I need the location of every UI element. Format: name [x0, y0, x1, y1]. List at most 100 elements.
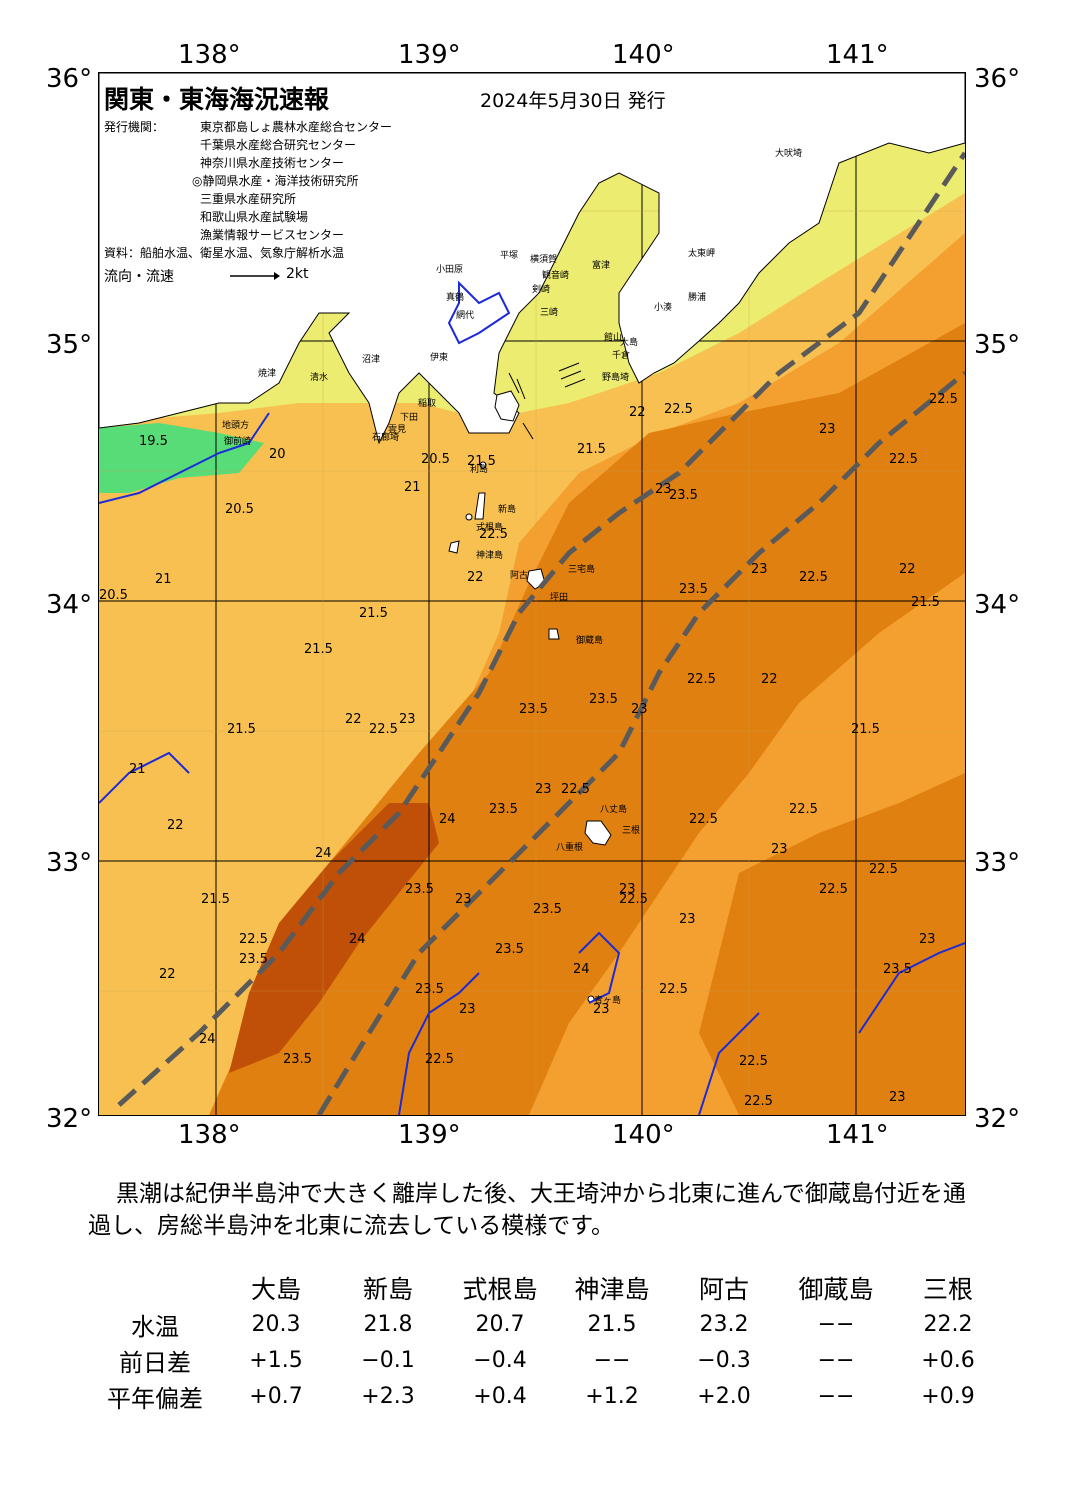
- table-cell: −−: [817, 1311, 855, 1337]
- isotherm-label: 23.5: [589, 692, 618, 707]
- isotherm-label: 23.5: [283, 1052, 312, 1067]
- table-cell: +0.6: [921, 1347, 975, 1373]
- isotherm-label: 21.5: [201, 892, 230, 907]
- isotherm-label: 22: [167, 818, 184, 833]
- isotherm-label: 23.5: [415, 982, 444, 997]
- agency-item: 東京都島しょ農林水産総合センター: [200, 120, 393, 134]
- table-cell: −−: [817, 1383, 855, 1409]
- place-label: 伊東: [430, 353, 449, 363]
- isotherm-label: 23.5: [679, 582, 708, 597]
- place-label: 野島埼: [602, 373, 630, 383]
- place-label: 青ヶ島: [594, 996, 622, 1006]
- lat-label-34-left: 34°: [46, 590, 93, 620]
- isotherm-label: 22.5: [889, 452, 918, 467]
- flow-legend-scale: 2kt: [286, 266, 309, 282]
- isotherm-label: 22: [761, 672, 778, 687]
- place-label: 雲見: [388, 425, 407, 435]
- agency-item: 漁業情報サービスセンター: [200, 228, 345, 242]
- table-cell: +2.3: [361, 1383, 415, 1409]
- current-arrows: [508, 362, 586, 440]
- lon-label-138-top: 138°: [178, 40, 241, 70]
- isotherm-label: 22.5: [619, 892, 648, 907]
- isotherm-label: 24: [349, 932, 366, 947]
- place-label: 剣崎: [532, 285, 551, 295]
- isotherm-label: 22: [345, 712, 362, 727]
- isotherm-label: 23.5: [495, 942, 524, 957]
- isotherm-label: 22.5: [819, 882, 848, 897]
- isotherm-label: 23.5: [239, 952, 268, 967]
- island-mikurajima: [548, 628, 560, 640]
- isotherm-label: 20: [269, 447, 286, 462]
- place-label: 館山: [604, 333, 623, 343]
- isotherm-label: 23.5: [489, 802, 518, 817]
- agency-item: 三重県水産研究所: [200, 192, 297, 206]
- isotherm-label: 23.5: [883, 962, 912, 977]
- place-label: 三崎: [540, 308, 559, 318]
- table-cell: 22.2: [923, 1311, 973, 1337]
- place-label: 横須賀: [530, 255, 558, 265]
- table-cell: +1.2: [585, 1383, 639, 1409]
- table-cell: −0.3: [697, 1347, 751, 1373]
- isotherm-label: 21.5: [227, 722, 256, 737]
- data-source: 資料：船舶水温、衛星水温、気象庁解析水温: [104, 246, 345, 260]
- isotherm-label: 22: [629, 405, 646, 420]
- isotherm-label: 23.5: [405, 882, 434, 897]
- isotherm-label: 21.5: [911, 595, 940, 610]
- lon-label-140-bottom: 140°: [612, 1120, 675, 1150]
- agency-item: 神奈川県水産技術センター: [200, 156, 345, 170]
- table-cell: 23.2: [699, 1311, 749, 1337]
- agency-label: 発行機関：: [104, 120, 165, 134]
- isotherm-label: 22.5: [744, 1094, 773, 1109]
- isotherm-label: 22.5: [789, 802, 818, 817]
- isotherm-label: 21: [155, 572, 172, 587]
- isotherm-label: 21: [404, 480, 421, 495]
- table-cell: +1.5: [249, 1347, 303, 1373]
- isotherm-label: 22.5: [929, 392, 958, 407]
- place-label: 勝浦: [688, 293, 707, 303]
- isotherm-label: 22.5: [799, 570, 828, 585]
- col-header: 御蔵島: [798, 1275, 874, 1304]
- place-label: 地頭方: [222, 421, 250, 431]
- isotherm-label: 23: [771, 842, 788, 857]
- table-row: 平年偏差 +0.7 +2.3 +0.4 +1.2 +2.0 −− +0.9: [90, 1378, 1004, 1414]
- isotherm-label: 23: [919, 932, 936, 947]
- sea-temperature-map: 19.5 20 20.5 20.5 21 21.5 21 20.5 21.5 21.5 21.5 21…: [98, 72, 966, 1116]
- map-title: 関東・東海海況速報: [104, 85, 330, 114]
- col-header: 阿古: [698, 1275, 749, 1304]
- table-cell: −−: [817, 1347, 855, 1373]
- sst-band-23: [209, 323, 965, 1115]
- isotherm-label: 22: [159, 967, 176, 982]
- isotherm-labels: 19.520 20.520.52121.52120.521.521.521.521…: [99, 392, 958, 1109]
- isotherm-label: 24: [573, 962, 590, 977]
- flow-legend-label: 流向・流速: [104, 269, 174, 285]
- isotherm-label: 21.5: [851, 722, 880, 737]
- lon-label-141-top: 141°: [826, 40, 889, 70]
- isotherm-label: 22.5: [369, 722, 398, 737]
- table-cell: −0.1: [361, 1347, 415, 1373]
- contour-lines: [99, 280, 965, 1115]
- island-niijima: [474, 492, 486, 520]
- isotherm-label: 22.5: [687, 672, 716, 687]
- isotherm-label: 23: [631, 702, 648, 717]
- isotherm-label: 22.5: [869, 862, 898, 877]
- lon-label-141-bottom: 141°: [826, 1120, 889, 1150]
- sst-band-23-east: [699, 773, 965, 1115]
- table-cell: +2.0: [697, 1383, 751, 1409]
- place-label: 小湊: [654, 303, 673, 313]
- table-cell: 21.5: [587, 1311, 637, 1337]
- place-label: 太東岬: [688, 249, 716, 259]
- place-label: 焼津: [258, 369, 277, 379]
- flow-legend-arrow-icon: [230, 272, 280, 280]
- isotherm-label: 23: [459, 1002, 476, 1017]
- col-header: 三根: [922, 1275, 973, 1304]
- place-label: 網代: [456, 311, 475, 321]
- col-header: 新島: [362, 1275, 413, 1304]
- place-label: 阿古: [510, 571, 529, 581]
- agency-item: ◎静岡県水産・海洋技術研究所: [192, 174, 359, 188]
- table-cell: 20.7: [475, 1311, 525, 1337]
- row-header: 前日差: [119, 1348, 191, 1377]
- isotherm-label: 22: [899, 562, 916, 577]
- place-label: 富津: [592, 261, 611, 271]
- kuroshio-axis: [117, 151, 965, 1115]
- isotherm-label: 23.5: [519, 702, 548, 717]
